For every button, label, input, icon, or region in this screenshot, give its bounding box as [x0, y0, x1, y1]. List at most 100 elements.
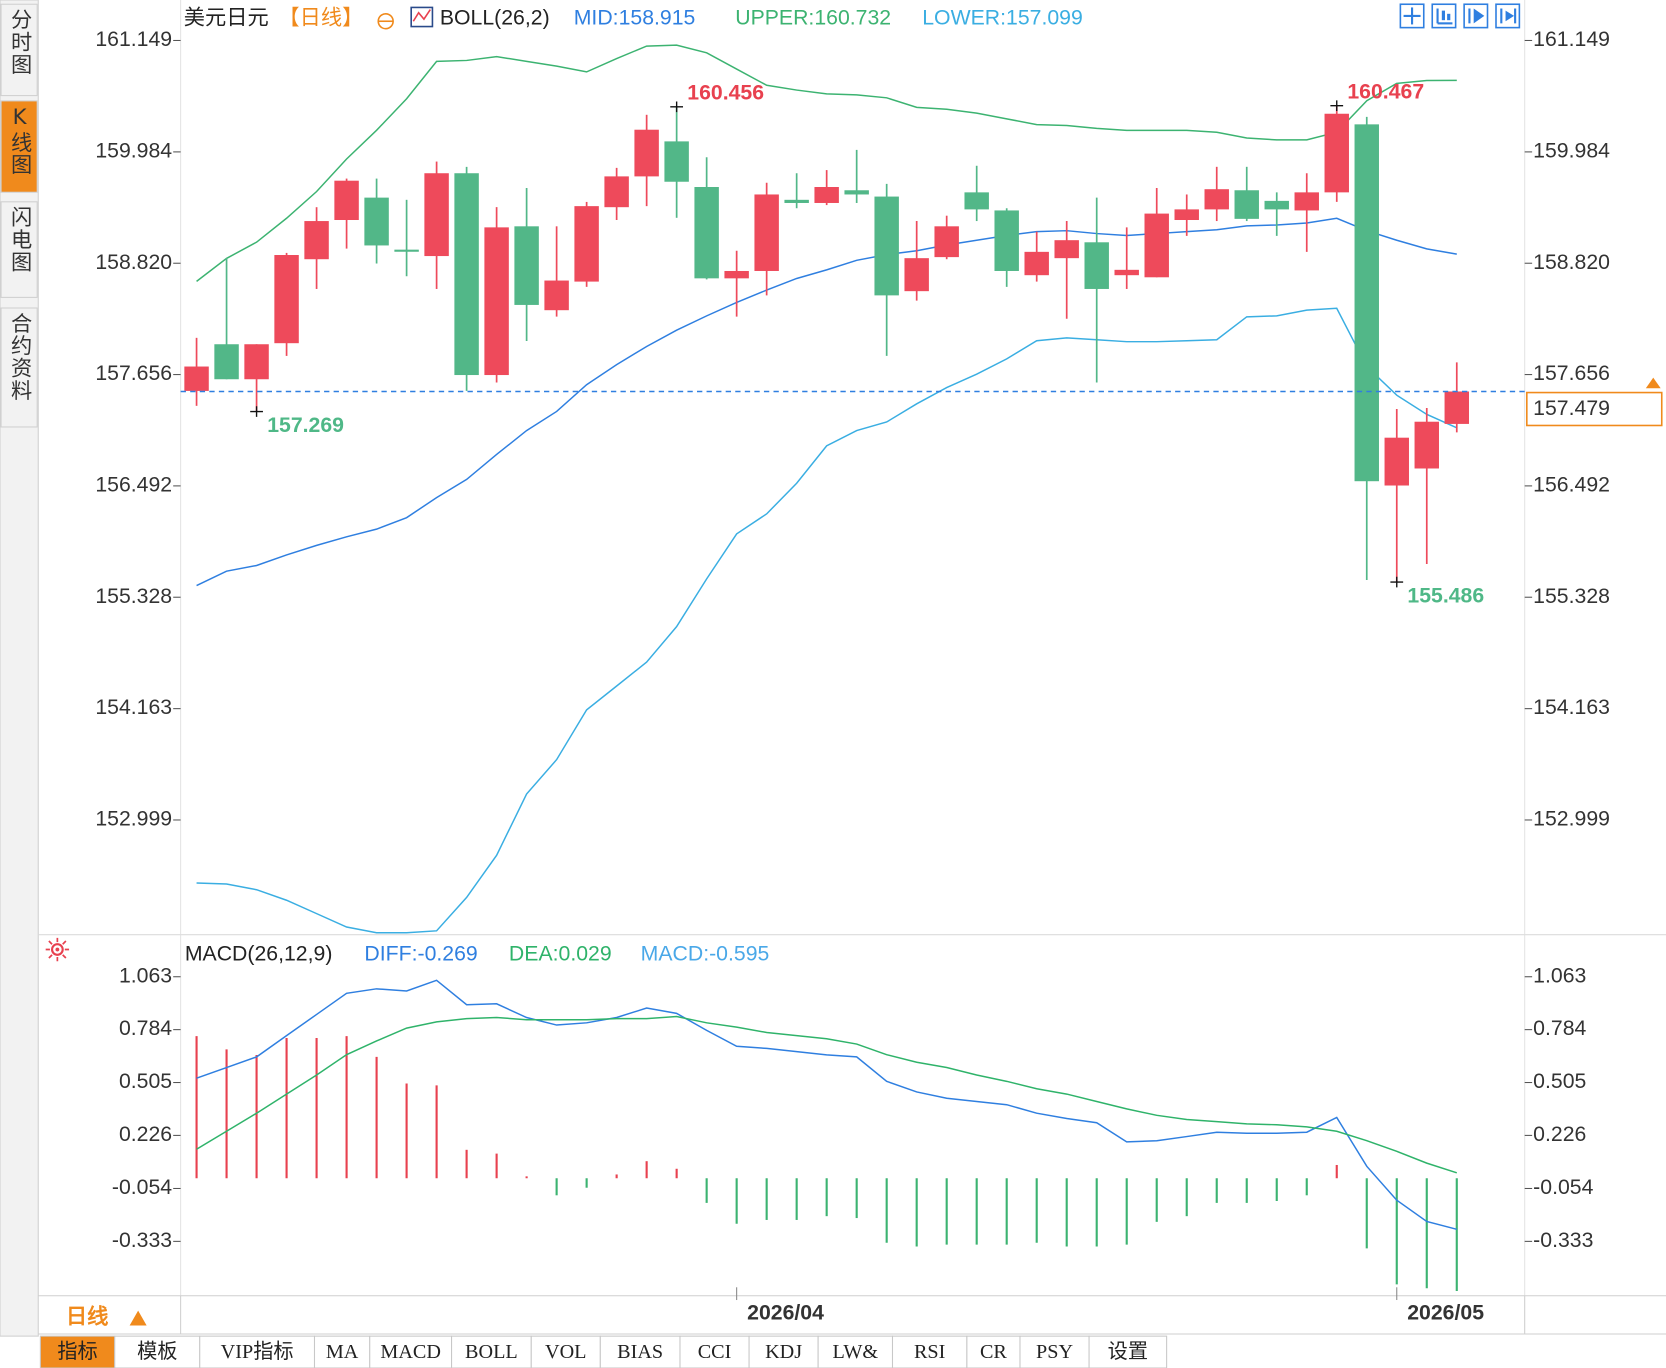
toolbar-tab-label[interactable]: PSY	[1036, 1341, 1073, 1363]
view-icon[interactable]	[1431, 3, 1457, 29]
last-price-arrow	[1645, 377, 1661, 389]
extreme-marker	[250, 406, 263, 417]
indicator-name[interactable]: BOLL(26,2)	[440, 6, 550, 30]
sidebar-tab-label[interactable]: 分时图	[7, 8, 32, 75]
y-tick-label: 152.999	[1533, 807, 1610, 831]
toolbar-tab-label[interactable]: BIAS	[617, 1341, 663, 1363]
candle-body	[544, 280, 569, 311]
toolbar-tab-label[interactable]: CR	[980, 1341, 1007, 1363]
candle-body	[1264, 200, 1289, 210]
toolbar-tab-label[interactable]: 模板	[137, 1340, 177, 1363]
indicator-line	[196, 44, 1457, 282]
y-tick-label: -0.054	[1533, 1175, 1593, 1199]
y-tick-label: 1.063	[1533, 963, 1586, 987]
y-tick-label: 158.820	[1533, 250, 1610, 274]
candle-body	[634, 129, 659, 177]
candle-body	[214, 344, 239, 380]
candle-body	[814, 187, 839, 203]
toolbar-tab-label[interactable]: RSI	[914, 1341, 946, 1363]
toolbar-tab[interactable]	[369, 1335, 453, 1368]
toolbar-tab-label[interactable]: VOL	[545, 1341, 586, 1363]
low-label: 157.269	[267, 413, 344, 437]
indicator-line	[196, 217, 1457, 587]
y-tick-label: 0.784	[1533, 1016, 1586, 1040]
candle-body	[304, 221, 329, 260]
candle-body	[1384, 437, 1409, 486]
sidebar-tab-label[interactable]: 合约资料	[7, 312, 32, 402]
indicator-line	[196, 307, 1458, 934]
toolbar-tab[interactable]	[530, 1335, 601, 1368]
candle-body	[694, 187, 719, 279]
high-label: 160.456	[687, 81, 764, 105]
candle-body	[364, 197, 389, 246]
sidebar-tab[interactable]	[0, 201, 38, 298]
toolbar-tab[interactable]	[39, 1335, 116, 1368]
toolbar-tab-label[interactable]: 设置	[1108, 1340, 1148, 1363]
view-icon[interactable]	[1399, 3, 1425, 29]
view-icon[interactable]	[1463, 3, 1489, 29]
toolbar-tab-label[interactable]: 指标	[57, 1340, 97, 1363]
candle-body	[244, 344, 269, 380]
extreme-marker	[1390, 576, 1404, 588]
toolbar-tab-label[interactable]: LW&	[833, 1341, 879, 1363]
chart-title: 美元日元	[184, 6, 269, 30]
legend-entry: UPPER:160.732	[735, 6, 891, 30]
candle-body	[844, 190, 869, 195]
toolbar-tab[interactable]	[451, 1335, 532, 1368]
toolbar-tab-label[interactable]: BOLL	[465, 1341, 518, 1363]
y-tick-label: 158.820	[95, 250, 172, 274]
legend-entry: MACD:-0.595	[641, 941, 770, 965]
sidebar-tab[interactable]	[0, 3, 38, 97]
high-label: 160.467	[1347, 80, 1424, 104]
candle-body	[274, 255, 299, 344]
toolbar-tab[interactable]	[891, 1335, 968, 1368]
candle-body	[874, 196, 899, 296]
candle-body	[1024, 251, 1049, 276]
candle-body	[1354, 124, 1379, 482]
extreme-marker	[670, 101, 684, 113]
price-panel: 161.149 161.149 159.984 159.984 158.820 158.8…	[95, 27, 1663, 934]
sidebar	[0, 0, 39, 1337]
sidebar-tab[interactable]	[0, 100, 38, 193]
candle-body	[1174, 209, 1199, 221]
period-subtitle[interactable]: 【日线】	[278, 6, 363, 30]
y-tick-label: 161.149	[1533, 27, 1610, 51]
y-tick-label: 159.984	[1533, 139, 1610, 163]
candle-body	[724, 270, 749, 279]
y-tick-label: -0.333	[1533, 1228, 1593, 1252]
period-label[interactable]: 日线	[66, 1304, 108, 1329]
y-tick-label: 157.656	[1533, 361, 1610, 385]
toolbar-tab[interactable]	[114, 1335, 201, 1368]
x-tick-label: 2026/05	[1407, 1300, 1484, 1324]
sidebar-tab-label[interactable]: 闪电图	[7, 206, 32, 273]
indicator-name[interactable]: MACD(26,12,9)	[185, 941, 333, 965]
toolbar-tab[interactable]	[966, 1335, 1021, 1368]
y-tick-label: -0.054	[112, 1175, 172, 1199]
view-icon[interactable]	[1495, 3, 1521, 29]
y-tick-label: 0.226	[119, 1122, 172, 1146]
candle-body	[484, 227, 509, 376]
indicator-icon[interactable]	[410, 6, 434, 28]
candle-body	[754, 194, 779, 271]
toolbar-tab[interactable]	[748, 1335, 819, 1368]
candle-body	[784, 199, 809, 203]
sidebar-tab[interactable]	[0, 307, 38, 428]
add-icon[interactable]	[377, 13, 394, 30]
toolbar-tab-label[interactable]: CCI	[698, 1341, 732, 1363]
period-dropdown-arrow[interactable]	[129, 1310, 147, 1326]
toolbar-tab-label[interactable]: VIP指标	[221, 1340, 294, 1363]
toolbar-tab-label[interactable]: MA	[326, 1341, 359, 1363]
macd-settings-icon[interactable]	[45, 937, 70, 962]
legend-entry: MID:158.915	[574, 6, 696, 30]
toolbar-tab[interactable]	[679, 1335, 750, 1368]
toolbar-tab-label[interactable]: KDJ	[765, 1341, 802, 1363]
candle-body	[1444, 391, 1469, 424]
toolbar-tab[interactable]	[1088, 1335, 1168, 1368]
toolbar-tab-label[interactable]: MACD	[380, 1341, 441, 1363]
sidebar-tab-label[interactable]: K线图	[7, 105, 32, 176]
y-tick-label: 156.492	[95, 473, 172, 497]
legend-entry: DEA:0.029	[509, 941, 612, 965]
